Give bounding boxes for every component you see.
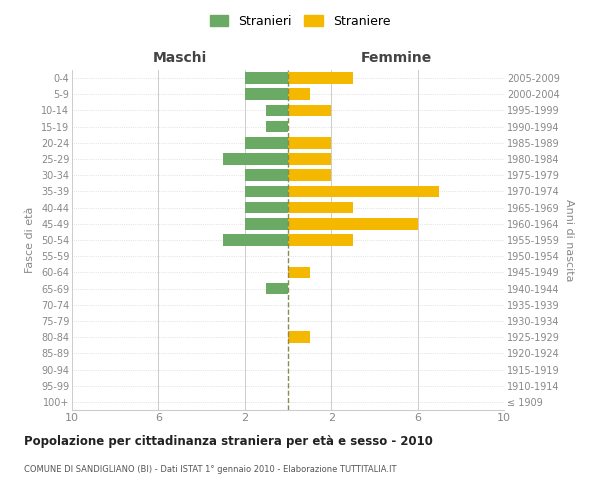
Bar — [223, 153, 288, 165]
Text: Maschi: Maschi — [153, 51, 207, 65]
Bar — [288, 153, 331, 165]
Bar — [266, 104, 288, 117]
Bar — [288, 88, 310, 100]
Bar — [288, 104, 331, 117]
Bar — [288, 332, 310, 343]
Bar — [245, 72, 288, 84]
Bar — [288, 234, 353, 246]
Bar — [223, 234, 288, 246]
Y-axis label: Fasce di età: Fasce di età — [25, 207, 35, 273]
Bar — [266, 121, 288, 132]
Bar — [288, 218, 418, 230]
Bar — [266, 282, 288, 294]
Bar — [288, 137, 331, 148]
Bar — [245, 170, 288, 181]
Bar — [245, 218, 288, 230]
Bar — [245, 88, 288, 100]
Bar — [288, 170, 331, 181]
Text: Popolazione per cittadinanza straniera per età e sesso - 2010: Popolazione per cittadinanza straniera p… — [24, 435, 433, 448]
Text: Femmine: Femmine — [361, 51, 431, 65]
Bar — [288, 266, 310, 278]
Bar — [245, 202, 288, 213]
Bar — [245, 186, 288, 198]
Bar — [245, 137, 288, 148]
Text: COMUNE DI SANDIGLIANO (BI) - Dati ISTAT 1° gennaio 2010 - Elaborazione TUTTITALI: COMUNE DI SANDIGLIANO (BI) - Dati ISTAT … — [24, 465, 397, 474]
Bar — [288, 202, 353, 213]
Bar — [288, 186, 439, 198]
Bar — [288, 72, 353, 84]
Y-axis label: Anni di nascita: Anni di nascita — [563, 198, 574, 281]
Legend: Stranieri, Straniere: Stranieri, Straniere — [206, 11, 394, 32]
